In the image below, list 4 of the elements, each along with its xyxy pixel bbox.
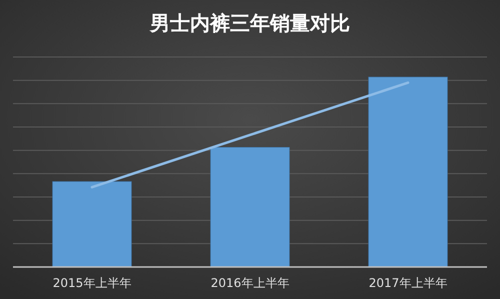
chart-title: 男士内裤三年销量对比 <box>149 11 350 35</box>
x-tick-label: 2017年上半年 <box>368 276 448 290</box>
x-tick-label: 2015年上半年 <box>52 276 132 290</box>
x-tick-label: 2016年上半年 <box>210 276 290 290</box>
